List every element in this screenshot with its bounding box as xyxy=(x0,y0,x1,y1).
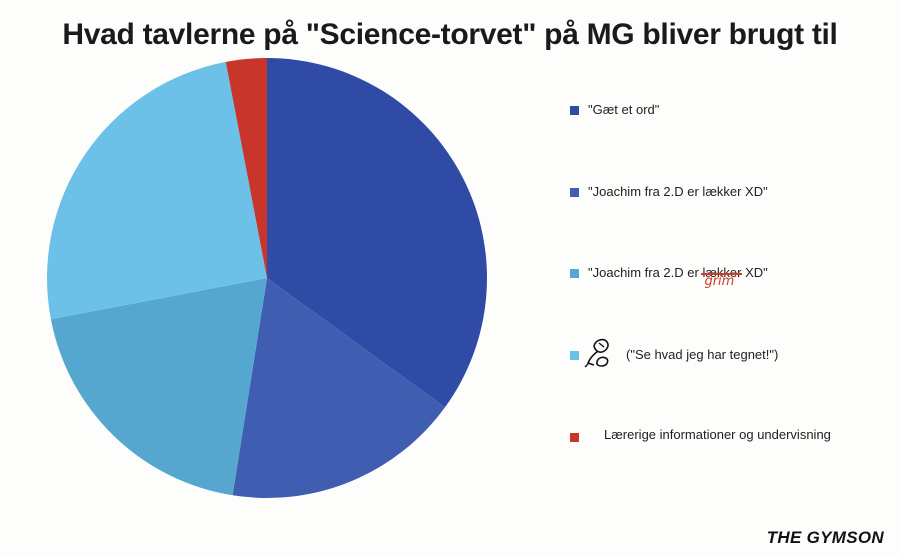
legend-label: "Gæt et ord" xyxy=(588,102,660,117)
pie-chart xyxy=(47,58,487,498)
chart-title: Hvad tavlerne på "Science-torvet" på MG … xyxy=(62,18,838,51)
pie-slice-3 xyxy=(50,278,268,496)
legend-label: ("Se hvad jeg har tegnet!") xyxy=(626,347,779,362)
pie-slice-1 xyxy=(267,58,487,408)
legend-swatch xyxy=(570,188,579,197)
pie-slice-4 xyxy=(47,61,268,320)
struck-word-text: lækker xyxy=(702,265,741,280)
pie-slice-2 xyxy=(232,278,445,498)
doodle-icon xyxy=(584,338,609,368)
legend-swatch xyxy=(570,106,579,115)
struck-word: lækkergrim xyxy=(701,265,743,289)
legend-label: Lærerige informationer og undervisning xyxy=(604,427,831,442)
legend-swatch xyxy=(570,351,579,360)
legend-label-suffix: XD" xyxy=(741,265,768,280)
handwritten-annotation: grim xyxy=(704,274,735,289)
legend-swatch xyxy=(570,433,579,442)
strike-line xyxy=(701,273,743,275)
legend-label: "Joachim fra 2.D er lækker XD" xyxy=(588,184,768,199)
legend-label-prefix: "Joachim fra 2.D er xyxy=(588,265,703,280)
legend-label: "Joachim fra 2.D er lækkergrim XD" xyxy=(588,265,768,289)
legend-swatch xyxy=(570,269,579,278)
brand-logo: THE GYMSON xyxy=(766,528,884,547)
pie-slice-5 xyxy=(225,58,267,278)
